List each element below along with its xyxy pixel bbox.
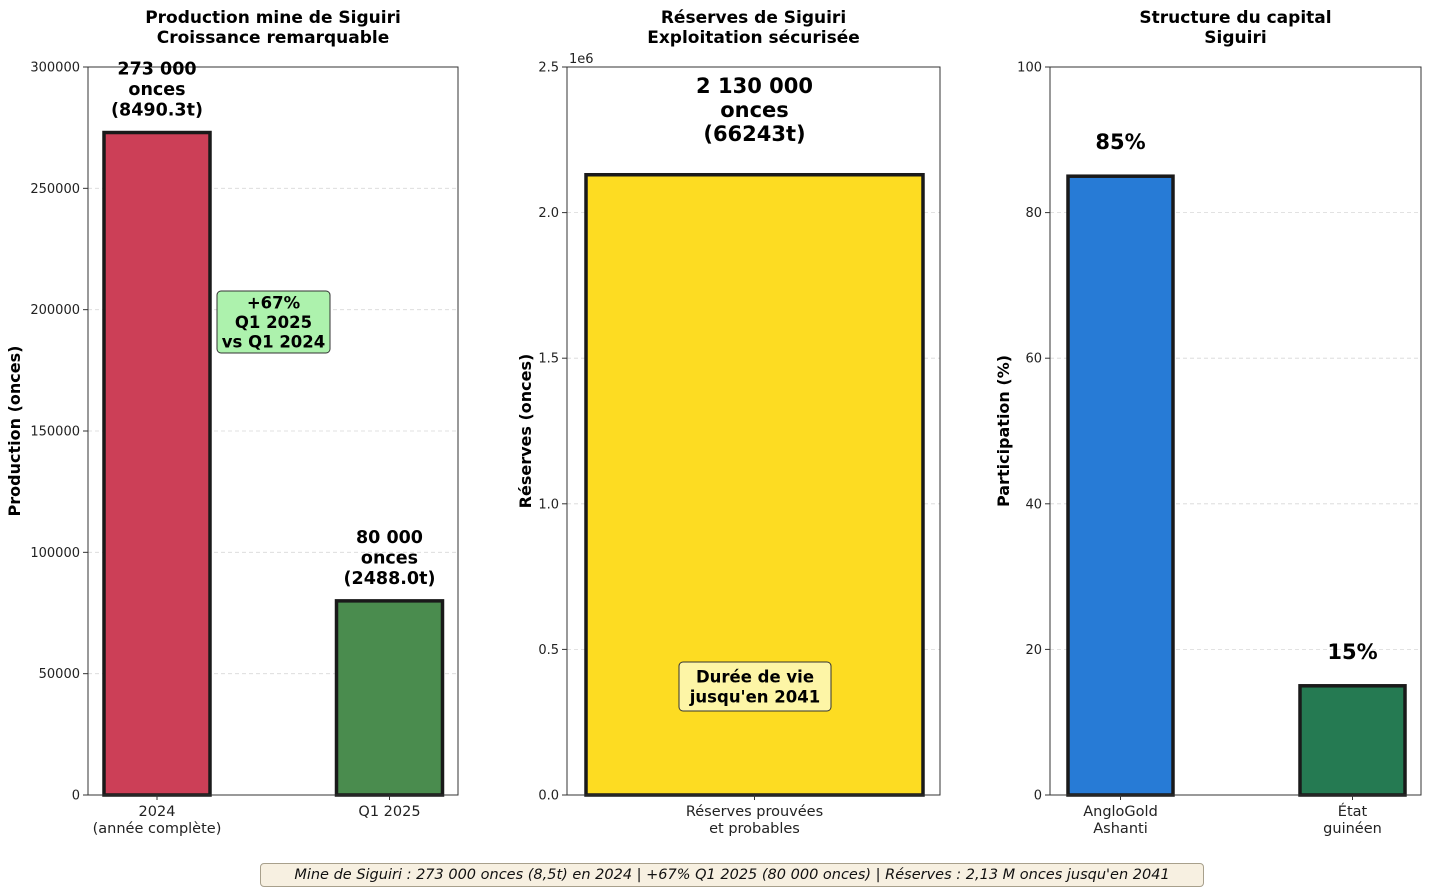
chart-title: Production mine de Siguiri Croissance rem…: [145, 8, 401, 48]
axes-frame: [566, 66, 941, 796]
annotation-box: [678, 661, 832, 712]
annotation-box: [216, 290, 331, 354]
x-tick-label: État guinéen: [1323, 803, 1382, 837]
y-tick-label: 100: [1017, 61, 1042, 76]
chart-title: Réserves de Siguiri Exploitation sécurisé…: [647, 8, 860, 48]
y-tick-label: 60: [1025, 352, 1042, 367]
x-tick-label: Q1 2025: [358, 804, 420, 820]
y-tick-label: 0.5: [538, 643, 559, 658]
x-tick-label: 2024 (année complète): [93, 804, 222, 837]
y-axis-label: Réserves (onces): [516, 354, 535, 509]
y-axis-label: Participation (%): [994, 355, 1013, 507]
y-tick-label: 1.0: [538, 497, 559, 512]
y-tick-label: 150000: [30, 425, 80, 440]
annotation-text: Durée de vie jusqu'en 2041: [689, 668, 820, 707]
y-tick-label: 300000: [30, 61, 80, 76]
bar-value-label: 85%: [1095, 130, 1145, 154]
chart-title: Structure du capital Siguiri: [1139, 8, 1331, 48]
y-tick-label: 40: [1025, 497, 1042, 512]
y-tick-label: 100000: [30, 546, 80, 561]
x-tick-label: AngloGold Ashanti: [1083, 804, 1158, 837]
y-tick-label: 0: [72, 789, 80, 804]
y-tick-label: 200000: [30, 303, 80, 318]
chart-panel-2: 0.0 0.5 1.0 1.5 2.0 2.5 1e6 Réserves prouvées et…: [516, 8, 941, 837]
axes-frame: [1049, 66, 1422, 796]
bar-value-label: 80 000 onces (2488.0t): [344, 528, 436, 589]
y-tick-label: 2.5: [538, 61, 559, 76]
y-tick-label: 0.0: [538, 789, 559, 804]
y-axis-label: Production (onces): [5, 346, 24, 517]
y-tick-label: 250000: [30, 182, 80, 197]
y-tick-label: 50000: [39, 667, 80, 682]
y-tick-label: 1.5: [538, 352, 559, 367]
annotation-text: +67% Q1 2025 vs Q1 2024: [222, 294, 326, 352]
bar-value-label: 15%: [1327, 640, 1377, 664]
bar-value-label: 273 000 onces (8490.3t): [111, 60, 203, 121]
chart-panel-3: 0 20 40 60 80 100 AngloGold Ashanti État guinéen S…: [994, 8, 1422, 837]
bar-1: [1066, 174, 1175, 797]
chart-panel-1: 0 50000 100000 150000 200000 250000 300000 2024…: [5, 8, 459, 837]
bar-value-label: 2 130 000 onces (66243t): [696, 74, 813, 146]
axis-offset-label: 1e6: [569, 52, 594, 67]
y-tick-label: 0: [1034, 789, 1042, 804]
y-tick-label: 2.0: [538, 206, 559, 221]
y-tick-label: 80: [1025, 206, 1042, 221]
x-tick-label: Réserves prouvées et probables: [686, 804, 823, 837]
bar-1: [102, 130, 212, 797]
y-tick-label: 20: [1025, 643, 1042, 658]
footer-caption: Mine de Siguiri : 273 000 onces (8,5t) e…: [260, 863, 1204, 887]
bar-2: [1298, 684, 1407, 797]
bar-2: [334, 599, 445, 797]
